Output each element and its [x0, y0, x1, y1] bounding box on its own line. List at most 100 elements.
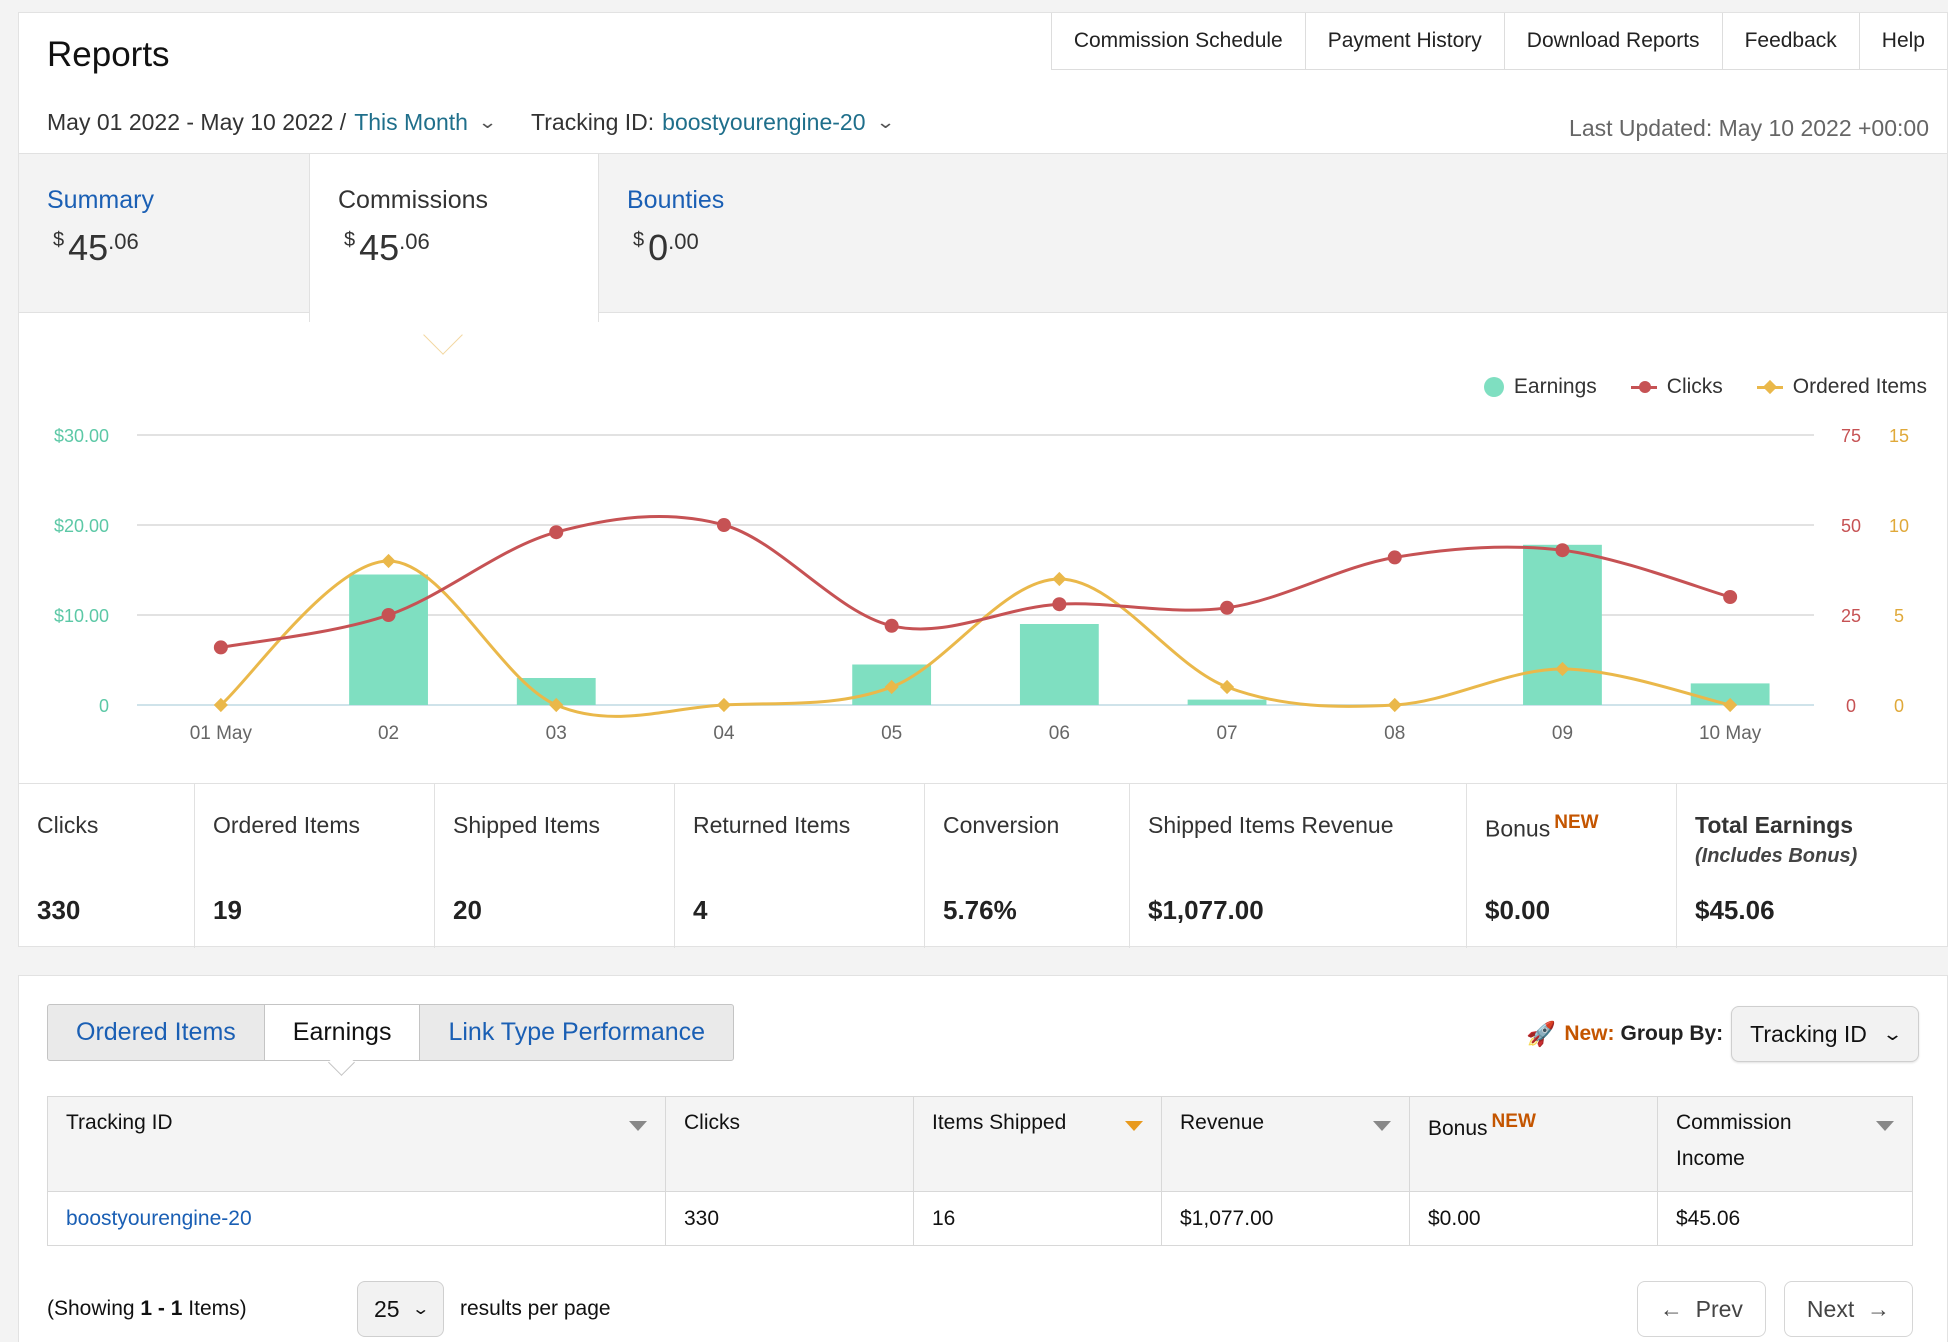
y-left-tick-label: $20.00	[54, 516, 109, 536]
clicks-point	[1555, 543, 1570, 558]
column-header-clicks[interactable]: Clicks	[665, 1096, 914, 1192]
tab-link-type-performance[interactable]: Link Type Performance	[448, 1018, 706, 1046]
download-reports-link[interactable]: Download Reports	[1505, 13, 1723, 69]
y-left-tick-label: $10.00	[54, 606, 109, 626]
chevron-down-icon: ⌄	[1881, 1023, 1904, 1044]
group-by-select[interactable]: Tracking ID ⌄	[1731, 1006, 1919, 1062]
ordered-swatch-icon	[1756, 379, 1783, 394]
table-row: boostyourengine-20 330 16 $1,077.00 $0.0…	[47, 1191, 1913, 1246]
arrow-left-icon: ←	[1659, 1296, 1683, 1322]
sort-icon[interactable]	[1373, 1121, 1391, 1131]
rocket-icon: 🚀	[1526, 1020, 1557, 1048]
feedback-link[interactable]: Feedback	[1723, 13, 1860, 69]
clicks-point	[1052, 597, 1067, 612]
clicks-point	[1723, 590, 1738, 604]
sort-icon[interactable]	[1125, 1121, 1143, 1131]
sort-icon[interactable]	[629, 1121, 647, 1131]
tab-summary[interactable]: Summary $45.06	[19, 154, 309, 314]
stat-value: 330	[37, 895, 81, 925]
x-tick-label: 02	[378, 723, 399, 744]
ordered-items-point	[213, 697, 228, 713]
clicks-swatch-icon	[1630, 380, 1657, 393]
ordered-items-point	[549, 697, 564, 713]
report-table-card: Ordered Items Earnings Link Type Perform…	[18, 975, 1948, 1342]
commission-schedule-link[interactable]: Commission Schedule	[1052, 13, 1306, 69]
ordered-items-point	[1052, 571, 1067, 587]
arrow-right-icon: →	[1867, 1296, 1890, 1322]
new-label: New:	[1564, 1022, 1615, 1045]
stat-value: $45.06	[1695, 895, 1775, 925]
clicks-point	[884, 618, 899, 633]
payment-history-link[interactable]: Payment History	[1306, 13, 1505, 69]
column-header-items-shipped[interactable]: Items Shipped	[913, 1096, 1162, 1192]
chevron-down-icon[interactable]: ⌄	[875, 112, 895, 132]
legend-earnings[interactable]: Earnings	[1483, 375, 1597, 399]
ordered-items-point	[1555, 661, 1570, 677]
stat-value: 4	[693, 895, 708, 925]
column-header-commission-income[interactable]: Commission Income	[1657, 1096, 1913, 1192]
metric-tabs: Summary $45.06 Commissions $45.06 Bounti…	[19, 153, 1947, 322]
chart-legend: Earnings Clicks Ordered Items	[1483, 375, 1927, 399]
tracking-id-dropdown[interactable]: boostyourengine-20	[662, 109, 866, 135]
x-tick-label: 04	[713, 723, 735, 744]
clicks-point	[213, 640, 228, 655]
tracking-id-cell[interactable]: boostyourengine-20	[47, 1191, 666, 1246]
commission-income-cell: $45.06	[1657, 1191, 1913, 1246]
per-page-value: 25	[374, 1295, 400, 1322]
sort-icon[interactable]	[1876, 1121, 1894, 1131]
report-filters: May 01 2022 - May 10 2022 / This Month ⌄…	[47, 109, 929, 136]
clicks-point	[716, 518, 731, 532]
page-title: Reports	[47, 35, 170, 74]
stat-value: 20	[453, 895, 482, 925]
tab-bounties[interactable]: Bounties $0.00	[599, 154, 889, 314]
column-header-revenue[interactable]: Revenue	[1161, 1096, 1410, 1192]
tab-earnings[interactable]: Earnings	[264, 1005, 421, 1060]
column-header-tracking-id[interactable]: Tracking ID	[47, 1096, 666, 1192]
chevron-down-icon[interactable]: ⌄	[477, 112, 498, 132]
stat-total-earnings: Total Earnings (Includes Bonus) $45.06	[1677, 784, 1947, 948]
y-right-clicks-tick-label: 0	[1846, 696, 1856, 716]
ordered-items-point	[716, 697, 732, 713]
legend-ordered-items[interactable]: Ordered Items	[1756, 375, 1927, 399]
x-tick-label: 07	[1216, 723, 1237, 744]
period-dropdown[interactable]: This Month	[354, 109, 468, 135]
y-right-ordered-tick-label: 15	[1889, 426, 1909, 446]
report-type-tabs: Ordered Items Earnings Link Type Perform…	[47, 1004, 735, 1061]
ordered-items-point	[884, 679, 899, 695]
y-left-tick-label: 0	[99, 696, 109, 716]
next-button[interactable]: Next →	[1783, 1281, 1913, 1337]
new-badge: NEW	[1491, 1111, 1536, 1132]
earnings-swatch-icon	[1483, 377, 1504, 397]
stat-clicks: Clicks 330	[19, 784, 195, 948]
x-tick-label: 08	[1384, 723, 1405, 744]
group-by: 🚀 New: Group By: Tracking ID ⌄	[1526, 1006, 1919, 1062]
clicks-cell: 330	[665, 1191, 914, 1246]
tab-commissions-label: Commissions	[338, 186, 489, 214]
summary-amount: $45.06	[53, 227, 139, 268]
ordered-items-point	[1219, 679, 1235, 695]
last-updated: Last Updated: May 10 2022 +00:00	[1569, 115, 1929, 141]
commissions-amount: $45.06	[344, 227, 430, 268]
column-header-bonus[interactable]: Bonus NEW	[1409, 1096, 1658, 1192]
stat-shipped-revenue: Shipped Items Revenue $1,077.00	[1130, 784, 1467, 948]
help-link[interactable]: Help	[1881, 29, 1925, 52]
stat-bonus: Bonus NEW $0.00	[1467, 784, 1677, 948]
stat-returned-items: Returned Items 4	[675, 784, 925, 948]
stat-label: Bonus NEW	[1485, 812, 1599, 842]
reports-card: Reports Commission Schedule Payment Hist…	[18, 12, 1948, 948]
clicks-point	[381, 608, 396, 622]
y-right-clicks-tick-label: 25	[1841, 606, 1861, 626]
clicks-line	[220, 515, 1731, 649]
per-page-select[interactable]: 25 ⌄	[357, 1281, 444, 1337]
tab-commissions[interactable]: Commissions $45.06	[309, 154, 599, 322]
legend-clicks[interactable]: Clicks	[1630, 375, 1723, 399]
x-tick-label: 10 May	[1699, 723, 1762, 744]
x-tick-label: 05	[881, 723, 902, 744]
tab-ordered-items[interactable]: Ordered Items	[48, 1005, 265, 1060]
prev-button[interactable]: ← Prev	[1636, 1281, 1766, 1337]
top-menu: Commission Schedule Payment History Down…	[1050, 13, 1947, 70]
ordered-items-point	[1387, 697, 1402, 713]
tab-bounties-label: Bounties	[627, 186, 725, 214]
x-tick-label: 03	[546, 723, 567, 744]
x-tick-label: 01 May	[190, 723, 253, 744]
